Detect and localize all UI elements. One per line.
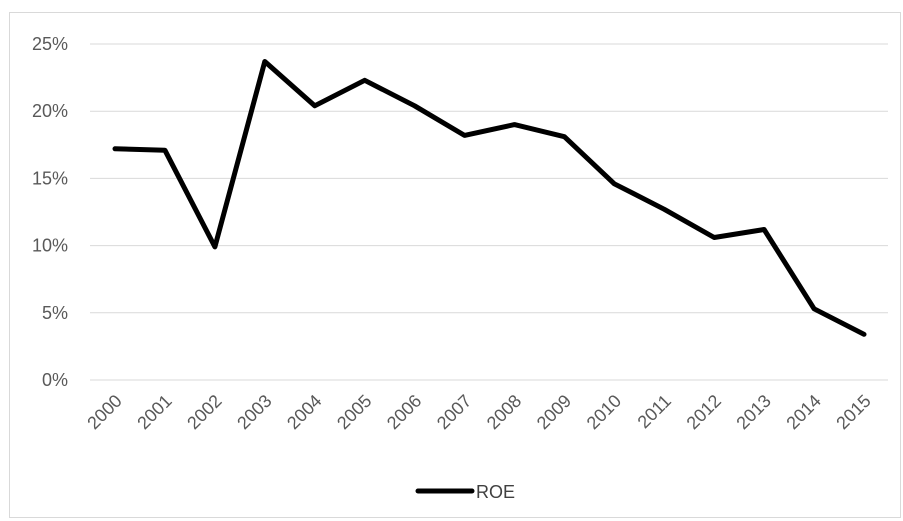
y-tick-label: 5%	[42, 303, 68, 323]
series-layer	[112, 59, 867, 337]
y-tick-label: 25%	[32, 34, 68, 54]
x-tick-label: 2001	[133, 391, 175, 433]
y-tick-label: 15%	[32, 168, 68, 188]
x-tick-label: 2012	[683, 391, 725, 433]
legend-label-roe: ROE	[476, 482, 515, 502]
x-tick-label: 2009	[533, 391, 575, 433]
x-tick-label: 2000	[83, 391, 125, 433]
y-axis-tick-labels: 0% 5% 10% 15% 20% 25%	[32, 34, 68, 390]
x-tick-label: 2014	[782, 391, 824, 433]
x-tick-label: 2007	[433, 391, 475, 433]
x-tick-label: 2010	[583, 391, 625, 433]
x-tick-label: 2015	[832, 391, 874, 433]
x-axis-tick-labels: 2000 2001 2002 2003 2004 2005 2006 2007 2008 2009…	[83, 391, 874, 433]
legend: ROE	[415, 482, 515, 502]
y-tick-label: 10%	[32, 236, 68, 256]
chart-frame	[9, 12, 901, 518]
series-line-roe	[112, 59, 867, 337]
x-tick-label: 2003	[233, 391, 275, 433]
x-tick-label: 2004	[283, 391, 325, 433]
gridlines	[90, 43, 888, 381]
x-tick-label: 2011	[634, 391, 676, 433]
y-tick-label: 0%	[42, 370, 68, 390]
y-tick-label: 20%	[32, 101, 68, 121]
x-tick-label: 2008	[483, 391, 525, 433]
x-tick-label: 2013	[733, 391, 775, 433]
x-tick-label: 2002	[183, 391, 225, 433]
x-tick-label: 2005	[333, 391, 375, 433]
x-tick-label: 2006	[383, 391, 425, 433]
